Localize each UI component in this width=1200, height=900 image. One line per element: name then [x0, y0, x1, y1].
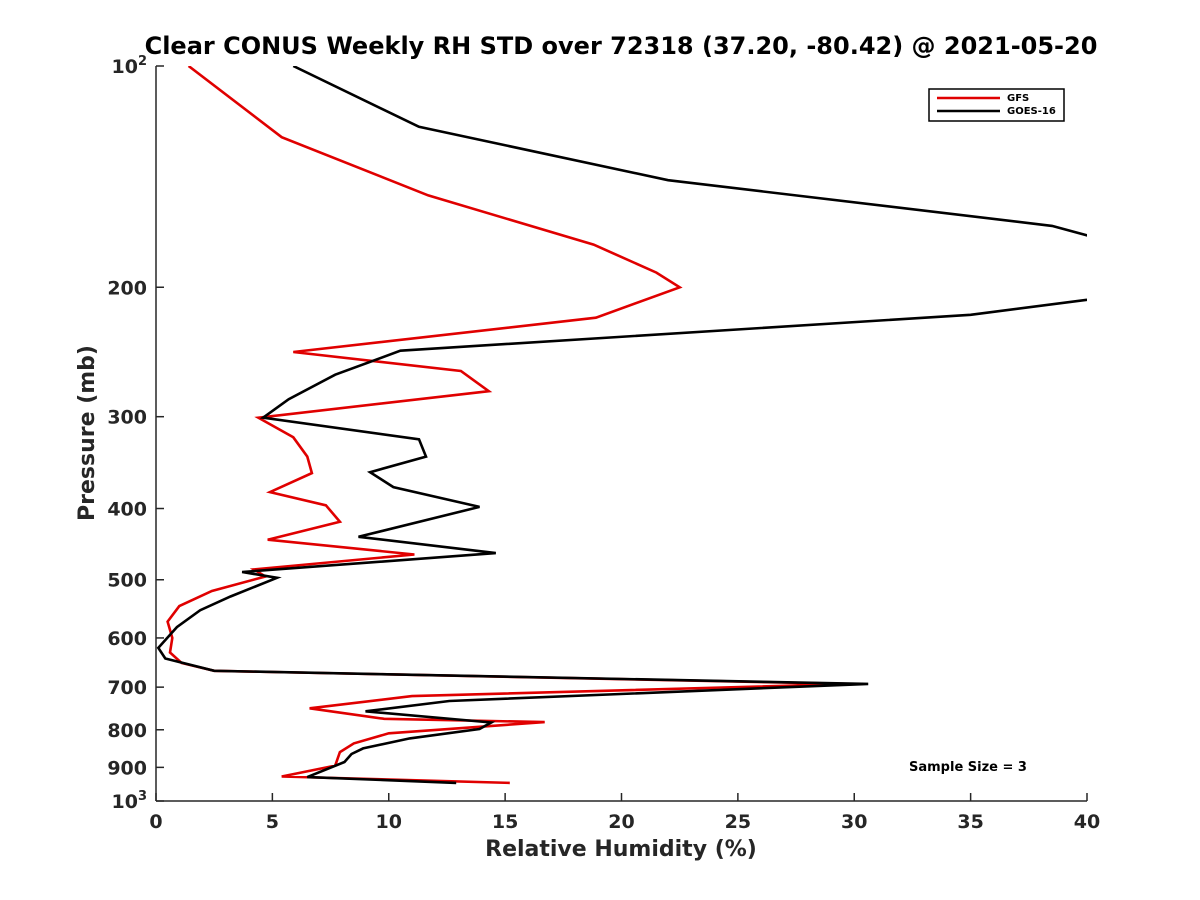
legend-box: [928, 88, 1065, 122]
y-tick-label: 800: [107, 720, 147, 742]
y-tick-label: 600: [107, 628, 147, 650]
legend-label-gfs: GFS: [1007, 93, 1029, 104]
y-tick-label: 400: [107, 499, 147, 521]
x-tick-label: 5: [266, 811, 279, 833]
series-line-goes16: [156, 66, 1087, 785]
y-tick-label: 102: [112, 54, 148, 78]
y-axis-label: Pressure (mb): [75, 345, 100, 521]
series-line-gfs: [166, 66, 852, 785]
y-tick-label: 700: [107, 677, 147, 699]
legend: GFS GOES-16: [928, 88, 1065, 122]
series-layer: [156, 66, 1087, 785]
sample-size-annotation: Sample Size = 3: [909, 760, 1027, 775]
y-tick-label: 300: [107, 407, 147, 429]
x-tick-label: 20: [608, 811, 634, 833]
y-tick-label: 500: [107, 570, 147, 592]
y-tick-label: 200: [107, 277, 147, 299]
x-tick-label: 35: [957, 811, 983, 833]
x-tick-label: 0: [149, 811, 162, 833]
x-tick-label: 15: [492, 811, 518, 833]
chart-title: Clear CONUS Weekly RH STD over 72318 (37…: [145, 32, 1098, 60]
ticks-layer: 0 5 10 15 20 25 30 35 40 102 200 300 400 500 600 700 800…: [107, 54, 1100, 833]
x-tick-label: 40: [1074, 811, 1100, 833]
x-tick-label: 30: [841, 811, 867, 833]
y-tick-label: 900: [107, 757, 147, 779]
legend-label-goes16: GOES-16: [1007, 106, 1056, 117]
y-tick-label: 103: [112, 789, 148, 813]
x-axis-label: Relative Humidity (%): [485, 837, 757, 862]
x-tick-label: 10: [376, 811, 402, 833]
plot-area: 0 5 10 15 20 25 30 35 40 102 200 300 400 500 600 700 800…: [107, 54, 1100, 833]
x-tick-label: 25: [725, 811, 751, 833]
